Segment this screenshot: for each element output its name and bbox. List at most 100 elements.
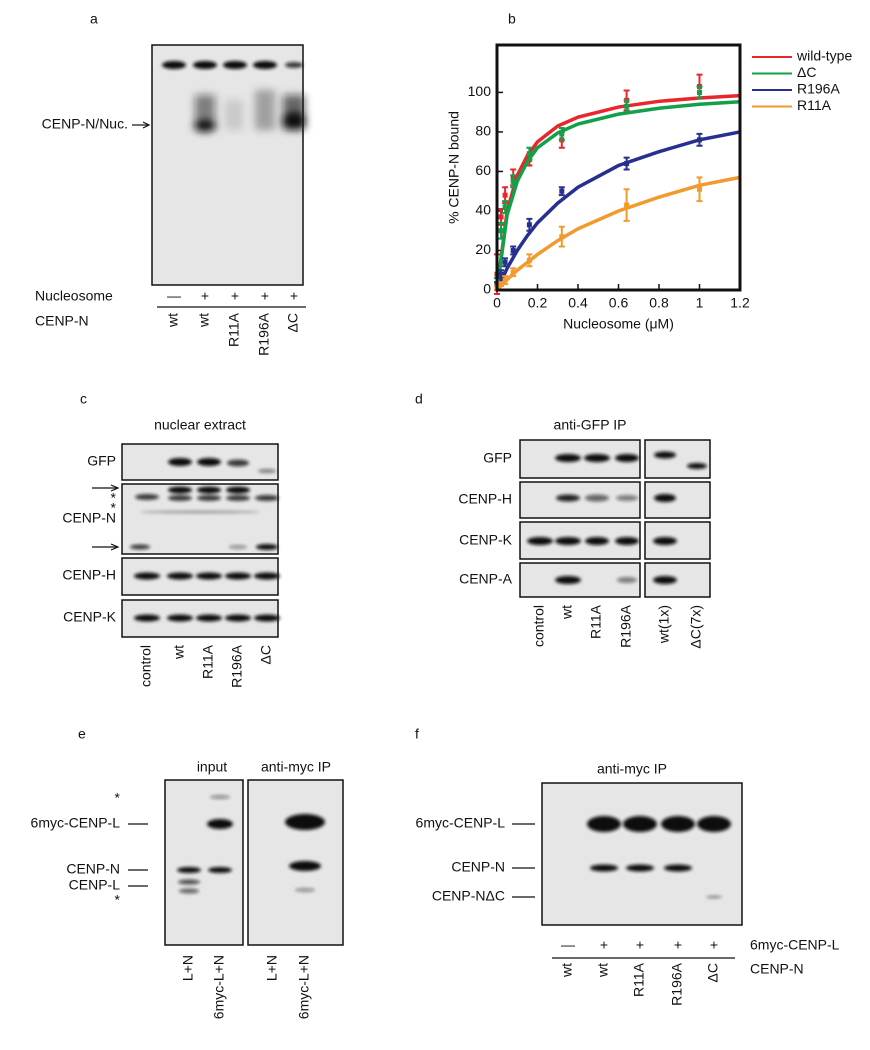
x-tick-label: 0.6 xyxy=(609,295,629,311)
y-tick-label: 100 xyxy=(468,83,492,99)
row-label: CENP-N xyxy=(750,961,804,977)
data-point xyxy=(624,103,630,109)
data-point xyxy=(498,228,504,234)
data-point xyxy=(559,188,565,194)
blot-title: anti-myc IP xyxy=(597,761,667,777)
legend-label: wild-type xyxy=(796,48,852,64)
blot-label: CENP-K xyxy=(459,532,513,548)
blot-label: CENP-H xyxy=(458,491,512,507)
lane-sign: — xyxy=(561,937,575,953)
bands xyxy=(130,61,731,899)
lane-sign: + xyxy=(636,937,644,953)
data-point xyxy=(498,281,504,287)
blot-title: anti-myc IP xyxy=(261,759,331,775)
lane-label: wt(1x) xyxy=(656,605,672,644)
x-tick-label: 1 xyxy=(696,295,704,311)
panel-label: e xyxy=(78,726,86,742)
data-point xyxy=(697,137,702,143)
lane-label: L+N xyxy=(264,955,280,981)
lane-sign: + xyxy=(261,288,269,304)
y-tick-label: 0 xyxy=(483,281,491,297)
lane-label: R196A xyxy=(256,312,272,355)
marker-label: CENP-N xyxy=(451,859,505,875)
lane-sign: + xyxy=(231,288,239,304)
marker-label: 6myc-CENP-L xyxy=(31,815,121,831)
blot-label: CENP-K xyxy=(63,609,117,625)
lane-sign: — xyxy=(167,288,181,304)
lane-label: R196A xyxy=(229,644,245,687)
lane-label: control xyxy=(531,605,547,647)
blot-f xyxy=(541,782,743,926)
marker-label: CENP-L xyxy=(69,877,121,893)
fit-curve xyxy=(495,130,741,291)
marker-label: * xyxy=(115,790,121,806)
data-point xyxy=(526,151,532,157)
panel-label: b xyxy=(508,11,516,27)
blot-e xyxy=(164,779,244,946)
lane-sign: + xyxy=(600,937,608,953)
x-tick-label: 0.2 xyxy=(528,295,548,311)
legend-label: R196A xyxy=(797,81,840,97)
lane-sign: + xyxy=(710,937,718,953)
lane-sign: + xyxy=(674,937,682,953)
blot-label: CENP-A xyxy=(459,571,513,587)
data-point xyxy=(624,202,630,208)
y-tick-label: 60 xyxy=(475,162,491,178)
lane-label: ΔC xyxy=(705,963,721,982)
blot-d xyxy=(644,439,711,479)
data-point xyxy=(502,259,508,265)
lane-label: ΔC(7x) xyxy=(688,605,704,649)
blot-d xyxy=(644,481,711,519)
blot-label: CENP-N xyxy=(62,510,116,526)
data-point xyxy=(697,89,702,95)
data-point xyxy=(526,222,532,228)
y-tick-label: 80 xyxy=(475,123,491,139)
lane-label: R11A xyxy=(226,312,242,347)
data-point xyxy=(624,161,630,167)
blot-title: anti-GFP IP xyxy=(554,417,627,433)
panel-label: a xyxy=(90,11,98,27)
x-tick-label: 0.4 xyxy=(568,295,588,311)
data-point xyxy=(498,271,504,277)
lane-label: ΔC xyxy=(258,645,274,664)
lane-label: wt xyxy=(165,313,181,328)
lane-label: wt xyxy=(171,645,187,660)
asterisk: * xyxy=(111,500,117,516)
x-tick-label: 0 xyxy=(493,295,501,311)
fit-curve xyxy=(495,175,741,292)
lane-sign: + xyxy=(201,288,209,304)
asterisk: * xyxy=(111,490,117,506)
gel-a xyxy=(151,44,304,286)
lane-label: wt xyxy=(196,313,212,328)
lane-label: R11A xyxy=(631,962,647,997)
data-point xyxy=(510,269,516,275)
row-label: CENP-N xyxy=(35,313,89,329)
lane-label: control xyxy=(138,645,154,687)
blot-label: CENP-H xyxy=(62,567,116,583)
x-tick-label: 1.2 xyxy=(730,295,750,311)
lane-label: wt xyxy=(595,963,611,978)
lane-sign: + xyxy=(290,288,298,304)
x-axis-label: Nucleosome (μM) xyxy=(563,316,674,332)
annotation-lines xyxy=(92,121,735,959)
data-point xyxy=(559,131,565,137)
x-tick-label: 0.8 xyxy=(649,295,669,311)
data-point xyxy=(502,204,508,210)
lane-label: R196A xyxy=(669,962,685,1005)
lane-label: 6myc-L+N xyxy=(296,955,312,1019)
lane-label: R11A xyxy=(588,604,604,639)
lane-label: L+N xyxy=(180,955,196,981)
marker-label: * xyxy=(115,892,121,908)
blot-label: GFP xyxy=(87,453,116,469)
y-tick-label: 40 xyxy=(475,202,491,218)
legend-label: R11A xyxy=(797,97,832,113)
y-axis-label: % CENP-N bound xyxy=(446,111,462,224)
data-point xyxy=(498,214,504,220)
marker-label: 6myc-CENP-L xyxy=(416,815,506,831)
data-point xyxy=(559,234,565,240)
band-label: CENP-N/Nuc. xyxy=(42,116,128,132)
y-tick-label: 20 xyxy=(475,241,491,257)
data-point xyxy=(526,257,532,263)
marker-label: CENP-N xyxy=(66,861,120,877)
